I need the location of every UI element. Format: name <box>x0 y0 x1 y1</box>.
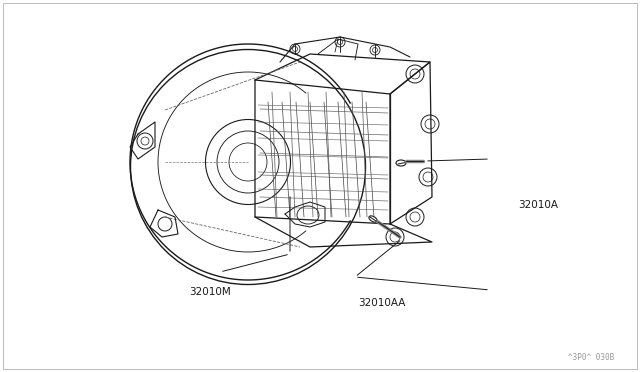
Text: 32010A: 32010A <box>518 200 558 209</box>
Text: ^3P0^ 030B: ^3P0^ 030B <box>568 353 614 362</box>
Text: 32010AA: 32010AA <box>358 298 406 308</box>
Text: 32010M: 32010M <box>189 287 230 297</box>
